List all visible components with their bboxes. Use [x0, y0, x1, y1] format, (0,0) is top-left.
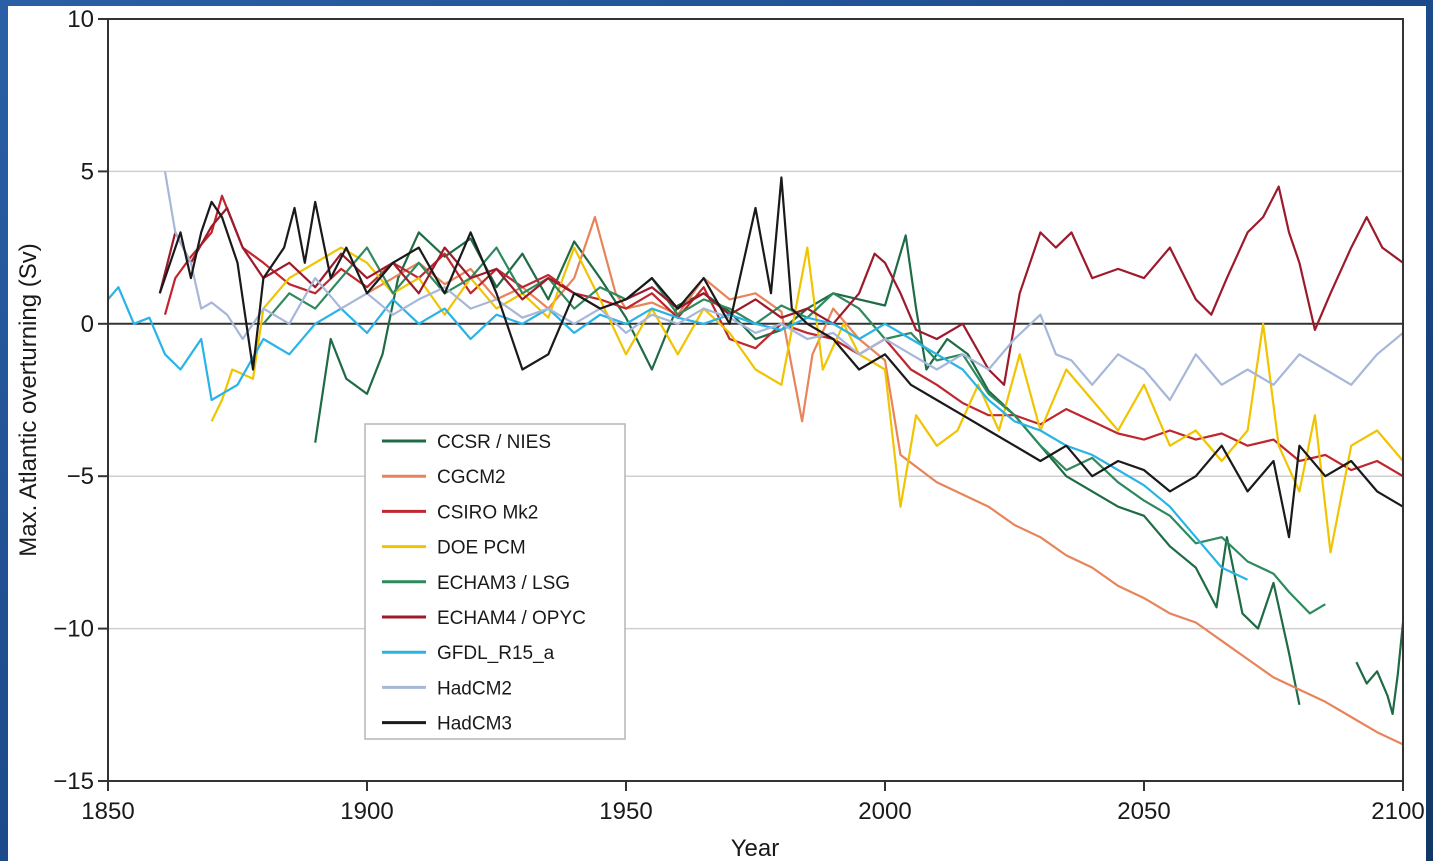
- x-axis-label: Year: [731, 835, 780, 861]
- y-axis-label: Max. Atlantic overturning (Sv): [15, 243, 42, 556]
- y-tick-label: 5: [81, 158, 94, 185]
- x-tick-label: 2050: [1117, 798, 1170, 825]
- legend: CCSR / NIES CGCM2 CSIRO Mk2 DOE PCM ECHAM3 /…: [364, 423, 626, 740]
- series-line-doe-pcm: [210, 246, 1404, 554]
- legend-entry: HadCM2: [437, 678, 512, 699]
- series-line-ccsr-nies-segment: [1355, 622, 1405, 715]
- x-tick-label: 1900: [340, 798, 393, 825]
- x-tick-label: 1950: [599, 798, 652, 825]
- legend-entry: ECHAM3 / LSG: [437, 573, 570, 594]
- legend-entry: GFDL_R15_a: [437, 643, 555, 664]
- x-tick-label: 2100: [1371, 798, 1424, 825]
- legend-entry: DOE PCM: [437, 538, 526, 559]
- y-tick-label: −10: [53, 616, 94, 643]
- series-line-gfdl-r15-a: [107, 286, 1249, 581]
- x-tick-label: 2000: [858, 798, 911, 825]
- series-line-ccsr-nies: [314, 231, 1301, 706]
- y-tick-label: −5: [67, 463, 94, 490]
- legend-entry: HadCM3: [437, 714, 512, 735]
- y-tick-label: −15: [53, 768, 94, 795]
- y-tick-label: 0: [81, 311, 94, 338]
- series-layer: [107, 171, 1405, 746]
- grid-layer: [108, 170, 1403, 630]
- legend-entry: ECHAM4 / OPYC: [437, 608, 586, 629]
- series-line-hadcm2: [163, 171, 1404, 402]
- series-line-csiro-mk2: [163, 194, 1404, 478]
- axes-layer: 10 5 0 −5 −10 −15 1850 1900 1950 2000 2050 2100: [53, 6, 1424, 825]
- legend-entry: CSIRO Mk2: [437, 502, 538, 523]
- plot-frame: [107, 18, 1404, 782]
- legend-entry: CCSR / NIES: [437, 432, 551, 453]
- series-line-echam4-opyc: [158, 185, 1404, 386]
- x-tick-label: 1850: [81, 798, 134, 825]
- legend-entry: CGCM2: [437, 467, 506, 488]
- series-line-hadcm3: [158, 176, 1404, 539]
- y-tick-label: 10: [67, 6, 94, 33]
